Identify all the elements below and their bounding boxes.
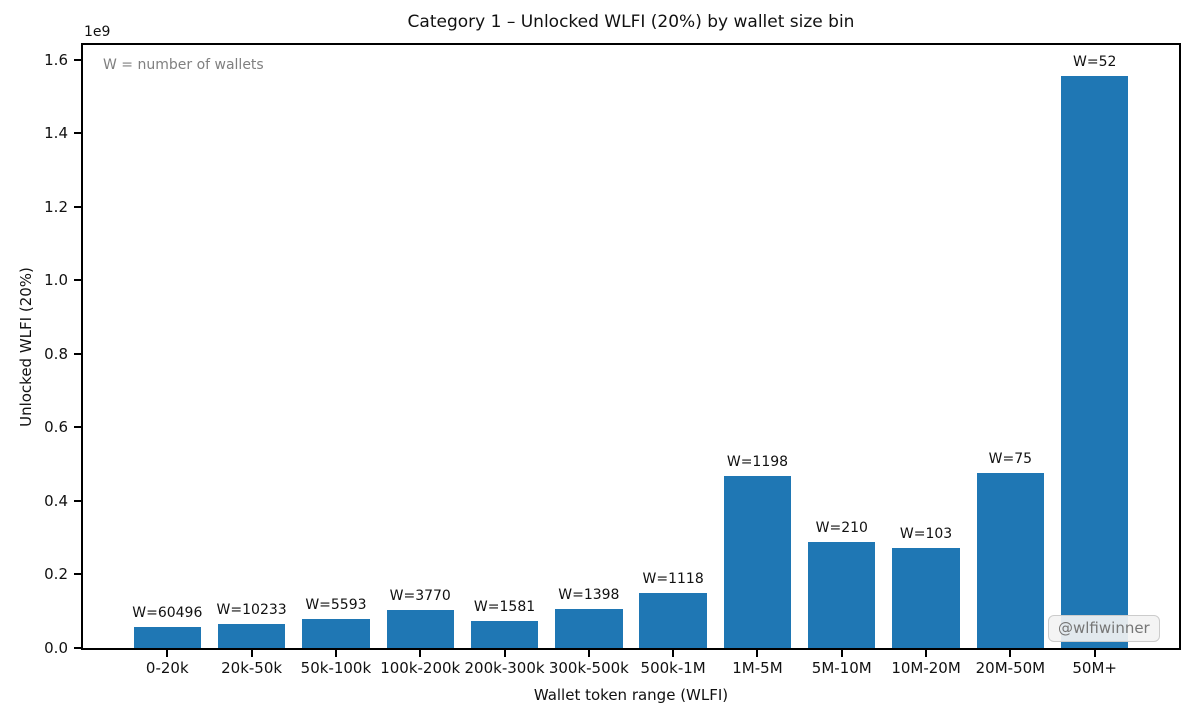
bar-300k-500k (555, 608, 623, 648)
y-tick-label: 0.8 (44, 344, 68, 363)
y-tick-label: 0.4 (44, 491, 68, 510)
bar-value-label: W=1118 (642, 570, 704, 587)
bar-value-label: W=210 (815, 520, 868, 537)
bar-500k-1M (639, 592, 707, 648)
x-tick-label: 200k-300k (464, 659, 545, 677)
y-axis-offset-label: 1e9 (84, 24, 111, 40)
bar-value-label: W=5593 (305, 597, 367, 614)
watermark-badge: @wlfiwinner (1048, 615, 1160, 642)
x-tick-mark (756, 650, 759, 657)
x-tick-mark (587, 650, 590, 657)
x-tick-mark (840, 650, 843, 657)
bar-value-label: W=60496 (132, 605, 203, 622)
bar-50k-100k (302, 619, 370, 648)
bar-value-label: W=10233 (216, 602, 287, 619)
bar-value-label: W=52 (1072, 54, 1117, 71)
y-tick-mark (74, 58, 81, 61)
y-tick-mark (74, 279, 81, 282)
y-tick-mark (74, 573, 81, 576)
bar-20k-50k (217, 624, 286, 648)
y-tick-label: 0.6 (44, 418, 68, 437)
x-tick-mark (166, 650, 169, 657)
y-tick-label: 1.6 (44, 50, 68, 69)
y-tick-label: 1.2 (44, 197, 68, 216)
y-tick-mark (74, 499, 81, 502)
bar-value-label: W=1198 (726, 453, 789, 470)
y-axis-label: Unlocked WLFI (20%) (17, 267, 35, 427)
bar-value-label: W=1581 (473, 598, 536, 615)
x-tick-label: 100k-200k (380, 659, 461, 677)
x-tick-mark (1009, 650, 1012, 657)
bar-10M-20M (892, 547, 960, 648)
bar-1M-5M (723, 475, 792, 648)
bar-value-label: W=103 (899, 525, 953, 542)
y-tick-label: 0.0 (44, 639, 68, 657)
x-tick-label: 5M-10M (811, 659, 872, 677)
x-tick-mark (1093, 650, 1096, 657)
x-tick-label: 50M+ (1072, 659, 1117, 677)
y-tick-mark (74, 205, 81, 208)
x-tick-label: 50k-100k (300, 659, 372, 677)
y-tick-label: 1.4 (44, 124, 68, 143)
bar-20M-50M (976, 472, 1045, 648)
x-tick-label: 1M-5M (732, 659, 783, 677)
annotation-note: W = number of wallets (103, 57, 264, 73)
bar-5M-10M (808, 542, 876, 648)
x-tick-mark (672, 650, 675, 657)
x-tick-mark (334, 650, 337, 657)
x-tick-label: 20k-50k (221, 659, 283, 677)
bar-value-label: W=3770 (389, 587, 451, 604)
bar-200k-300k (470, 620, 539, 648)
bar-value-label: W=75 (988, 450, 1033, 467)
y-tick-mark (74, 132, 81, 135)
bar-50M+ (1060, 76, 1129, 648)
x-tick-label: 0-20k (145, 659, 189, 677)
x-tick-mark (250, 650, 253, 657)
bar-value-label: W=1398 (558, 586, 620, 603)
chart-title: Category 1 – Unlocked WLFI (20%) by wall… (407, 12, 855, 32)
y-tick-mark (74, 647, 81, 649)
y-tick-mark (74, 426, 81, 429)
x-tick-mark (419, 650, 422, 657)
x-tick-label: 10M-20M (891, 659, 961, 677)
y-tick-label: 1.0 (44, 271, 68, 290)
x-tick-mark (925, 650, 928, 657)
plot-area: W = number of wallets 0.0 0.2 0.4 0.6 0.8 1.0… (44, 43, 1181, 677)
x-tick-label: 300k-500k (548, 659, 629, 677)
x-tick-label: 500k-1M (640, 659, 706, 677)
x-tick-label: 20M-50M (975, 659, 1046, 677)
x-tick-mark (503, 650, 506, 657)
y-tick-label: 0.2 (44, 565, 68, 584)
bar-0-20k (133, 627, 202, 648)
x-axis-label: Wallet token range (WLFI) (533, 686, 729, 704)
y-tick-mark (74, 352, 81, 355)
bar-100k-200k (386, 609, 454, 648)
